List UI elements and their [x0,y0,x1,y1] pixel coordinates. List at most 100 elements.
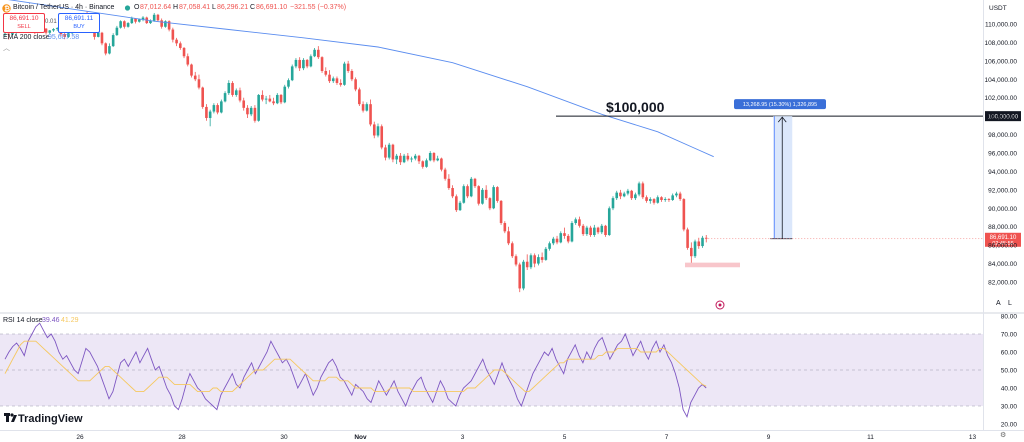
candle-body [581,225,585,235]
candle-body [160,20,163,27]
candle-body [134,18,137,22]
candle-body [686,229,689,248]
candle-body [137,19,141,22]
collapse-chevron-icon[interactable]: ︿ [3,45,10,52]
level-100k-label: $100,000 [606,99,665,115]
tradingview-logo-text: TradingView [18,413,83,425]
ohlc-close-value: 86,691.10 [256,4,288,11]
candle-body [622,193,626,197]
candle-body [473,178,477,187]
candle-body [261,94,264,100]
buy-button[interactable]: 86,691.11 BUY [58,13,100,33]
measure-label-bg [734,99,826,110]
candle-body [268,98,272,102]
rsi-tick-label: 30.00 [1001,404,1018,411]
rsi-tick-label: 80.00 [1001,314,1018,321]
candle-body [305,59,309,67]
candle-body [492,187,495,209]
auto-scale-button[interactable]: A [996,300,1001,307]
rsi-legend-value: 39.46 [42,317,60,324]
candle-body [596,227,600,233]
candle-body [48,30,52,33]
candle-body [570,223,574,242]
rsi-legend-label[interactable]: RSI 14 close [3,317,43,324]
candle-body [488,198,492,209]
candle-body [499,200,503,224]
ohlc-change: −321.55 (−0.37%) [290,4,347,11]
candle-body [481,189,484,204]
candle-body [496,187,499,201]
candle-body [63,34,66,37]
rsi-tick-label: 50.00 [1001,368,1018,375]
candle-body [443,169,447,179]
time-tick-label: 26 [76,434,84,441]
candle-body [201,87,204,107]
countdown-label: 02:45:56 [992,241,1013,247]
candle-body [604,225,607,236]
candle-body [585,227,589,235]
price-tick-label: 88,000.00 [988,224,1017,231]
candle-body [3,33,7,35]
settings-gear-icon[interactable]: ⚙ [1000,432,1007,439]
candle-body [298,59,301,69]
candle-body [238,90,242,101]
candle-body [55,28,59,30]
price-tick-label: 108,000.00 [984,40,1017,47]
candle-body [380,126,384,148]
candle-body [440,158,443,170]
drawing-layer[interactable]: $100,000 13,268.95 (15.30%) 1,326,895 86,6… [556,99,1021,310]
candle-body [343,63,346,85]
sell-button[interactable]: 86,691.10 SELL [3,13,45,33]
candle-body [447,178,451,189]
ema-200-line [7,0,714,158]
candle-series[interactable] [3,11,708,293]
price-axis-unit: USDT [989,5,1007,12]
rsi-tick-label: 70.00 [1001,332,1018,339]
chart-grid [0,0,1024,431]
candle-body [619,192,622,197]
candle-body [428,153,432,161]
candle-body [600,225,604,233]
rsi-tick-label: 60.00 [1001,350,1018,357]
tradingview-logo[interactable]: TradingView [4,413,83,425]
candle-body [104,43,108,54]
candle-body [186,56,190,65]
candle-body [346,63,350,71]
candle-body [302,59,305,69]
candle-body [93,29,96,37]
candle-body [544,248,548,260]
candle-body [432,153,436,161]
symbol-title[interactable]: Bitcoin / TetherUS · 4h · Binance [13,4,115,11]
candle-body [152,14,156,21]
rsi-ma-legend-value: 41.29 [61,317,79,324]
candle-body [164,21,167,27]
candle-body [317,49,320,58]
candle-body [436,158,439,161]
candle-body [130,18,134,24]
candle-body [406,155,410,160]
time-tick-label: 28 [178,434,186,441]
candle-body [339,82,342,85]
axes: 110,000.00 108,000.00 106,000.00 104,000.00… [76,5,1018,441]
candle-body [671,195,674,200]
candle-body [652,199,656,203]
candle-body [637,183,641,195]
candle-body [693,241,697,257]
candle-body [518,264,522,289]
candle-body [615,192,619,199]
candle-body [100,32,104,44]
candle-body [249,107,253,115]
candle-body [208,111,212,118]
candle-body [697,241,701,247]
svg-text:₿: ₿ [4,5,10,13]
candle-body [574,219,577,224]
price-tick-label: 110,000.00 [985,22,1017,29]
candle-body [522,261,525,289]
log-scale-button[interactable]: L [1008,300,1012,307]
ema-legend-label[interactable]: EMA 200 close [3,34,50,41]
candle-body [421,161,425,167]
candle-body [287,80,290,87]
candle-body [399,155,402,163]
candle-body [559,233,563,243]
